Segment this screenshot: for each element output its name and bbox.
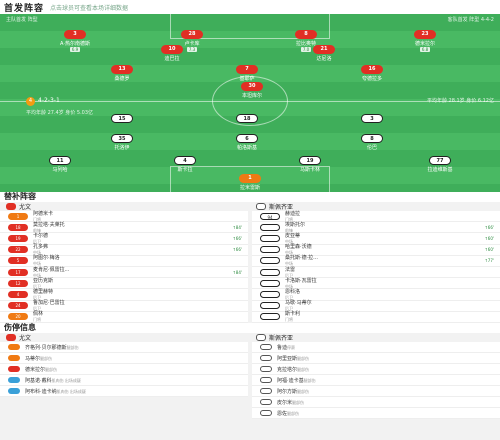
page-title: 首发阵容 bbox=[4, 3, 45, 14]
player-home-2[interactable]: 28 卢卡库 7.3 bbox=[162, 30, 222, 53]
injury-icon bbox=[260, 388, 272, 394]
injury-row[interactable]: 阿里亚斯腿部伤 bbox=[252, 353, 500, 364]
injury-away-team: 斯佩齐亚 bbox=[256, 333, 293, 342]
player-away-10[interactable]: 77 拉迪维斯基 bbox=[427, 156, 453, 173]
away-average-info: 平均年龄 28.1岁 身价 6.12亿 bbox=[426, 98, 494, 104]
injury-title: 伤停信息 bbox=[0, 323, 500, 333]
injury-row[interactable]: 德米拉尔腿部伤 bbox=[0, 364, 248, 375]
page-subtitle: 点击球员可查看本场详细数据 bbox=[50, 4, 129, 12]
injury-row[interactable]: 阿福·迪卡基腿部伤 bbox=[252, 375, 500, 386]
injury-row[interactable]: 马蒂尔腿部伤 bbox=[0, 353, 248, 364]
sub-row[interactable]: 1 阿德米卡 门将 bbox=[0, 211, 248, 223]
sub-row[interactable]: 19 卡尔德 后卫 ↑66' bbox=[0, 233, 248, 245]
injury-row[interactable]: 皮尔米腿部伤 bbox=[252, 397, 500, 408]
player-away-7[interactable]: 11 马列哈 bbox=[30, 156, 90, 173]
sub-row[interactable]: 24 鲁加尼·巴雷拉 后卫 bbox=[0, 300, 248, 312]
subs-away-team: 斯佩齐亚 bbox=[256, 202, 293, 211]
injury-row[interactable]: 阿尔方斯腿部伤 bbox=[252, 386, 500, 397]
sub-row[interactable]: 皮亚蒂 中场 ↑60' bbox=[252, 233, 500, 245]
penalty-box-bottom bbox=[170, 166, 330, 192]
sub-row[interactable]: 埃斯托尔 前锋 ↑66' bbox=[252, 222, 500, 234]
sub-row[interactable]: 恩科洛 后卫 bbox=[252, 289, 500, 301]
injury-icon bbox=[8, 366, 20, 372]
subs-home-team: 尤文 bbox=[6, 202, 31, 211]
home-team-info: 主队首发 阵型 bbox=[6, 17, 38, 23]
center-circle bbox=[212, 76, 288, 126]
injury-icon bbox=[260, 344, 272, 350]
injury-icon bbox=[260, 355, 272, 361]
sub-row[interactable]: 桑托斯·德·拉... 中场 ↑77' bbox=[252, 255, 500, 267]
sub-row[interactable]: 斯卡利 门将 bbox=[252, 311, 500, 323]
injury-home-list: 齐格列·贝尔那德斯腿部伤 马蒂尔腿部伤 德米拉尔腿部伤 阿基诺·戴科肌肉伤 出场… bbox=[0, 342, 248, 397]
player-away-1[interactable]: 35 托洛伊 bbox=[92, 134, 152, 151]
sub-row[interactable]: 17 麦肯尼·佩雷拉... 中场 ↑84' bbox=[0, 267, 248, 279]
home-team-logo-icon bbox=[6, 333, 16, 341]
sub-row[interactable]: 94 赫迪拉 门将 bbox=[252, 211, 500, 223]
section-header: 首发阵容 点击球员可查看本场详细数据 bbox=[0, 0, 500, 14]
home-formation: 4 4-2-3-1 bbox=[26, 97, 60, 106]
player-home-5[interactable]: 10 迪巴拉 bbox=[142, 45, 202, 62]
pitch: 主队首发 阵型 客队首发 阵型 4-4-2 4 4-2-3-1 平均年龄 27.4… bbox=[0, 14, 500, 192]
injury-row[interactable]: 鲁迪停赛 bbox=[252, 342, 500, 353]
sub-row[interactable]: 法雷 后卫 bbox=[252, 267, 500, 279]
injury-icon bbox=[8, 388, 20, 394]
player-home-7[interactable]: 13 桑德罗 bbox=[92, 65, 152, 82]
sub-row[interactable]: 哈里森·沃德 中场 ↑60' bbox=[252, 244, 500, 256]
injury-icon bbox=[260, 377, 272, 383]
sub-row[interactable]: 18 莫拉塔·夫莱托 前锋 ↑84' bbox=[0, 222, 248, 234]
player-home-8[interactable]: 7 基耶萨 bbox=[217, 65, 277, 82]
player-away-2[interactable]: 6 帕洛斯基 bbox=[236, 134, 258, 151]
injury-row[interactable]: 齐格列·贝尔那德斯腿部伤 bbox=[0, 342, 248, 353]
injury-row[interactable]: 阿基诺·戴科肌肉伤 出场成疑 bbox=[0, 375, 248, 386]
player-away-4[interactable]: 15 bbox=[92, 114, 152, 123]
away-team-info: 客队首发 阵型 4-4-2 bbox=[447, 17, 494, 23]
injury-icon bbox=[260, 399, 272, 405]
away-team-logo-icon bbox=[256, 333, 266, 341]
injury-icon bbox=[8, 377, 20, 383]
sub-row[interactable]: 4 德里赫特 后卫 bbox=[0, 289, 248, 301]
player-away-3[interactable]: 8 伦巴 bbox=[342, 134, 402, 151]
injury-icon bbox=[260, 410, 272, 416]
away-team-logo-icon bbox=[256, 202, 266, 210]
player-away-9[interactable]: 19 马斯卡林 bbox=[299, 156, 321, 173]
injury-icon bbox=[260, 366, 272, 372]
injury-icon bbox=[8, 344, 20, 350]
player-home-1[interactable]: 3 A·热尔南德斯 6.9 bbox=[59, 30, 90, 52]
player-home-10[interactable]: 30 本坦库尔 bbox=[241, 82, 263, 99]
sub-row[interactable]: 12 亚历克斯 后卫 bbox=[0, 278, 248, 290]
player-home-9[interactable]: 16 夸德拉多 bbox=[361, 65, 383, 82]
home-team-logo-icon bbox=[6, 202, 16, 210]
sub-row[interactable]: 卡洛斯·瓦雷拉 中场 bbox=[252, 278, 500, 290]
subs-title: 替补阵容 bbox=[0, 192, 500, 202]
injury-row[interactable]: 恩佐腿部伤 bbox=[252, 408, 500, 419]
player-home-3[interactable]: 8 拉比奥特 7.0 bbox=[295, 30, 317, 52]
subs-home-list: 1 阿德米卡 门将 18 莫拉塔·夫莱托 前锋 ↑84' 19 卡尔德 后卫 ↑66' 22 孔多… bbox=[0, 211, 248, 323]
injury-icon bbox=[8, 355, 20, 361]
subs-away-list: 94 赫迪拉 门将 埃斯托尔 前锋 ↑66' 皮亚蒂 中场 ↑60' 哈里森·沃德 中场 ↑60… bbox=[252, 211, 500, 323]
injury-row[interactable]: 阿布科·迪卡纳肌肉伤 出场成疑 bbox=[0, 386, 248, 397]
sub-row[interactable]: 22 孔多弗 中场 ↑66' bbox=[0, 244, 248, 256]
penalty-box-top bbox=[170, 14, 330, 39]
sub-row[interactable]: 20 佩林 门将 bbox=[0, 311, 248, 323]
sub-row[interactable]: 马歇·马蒂尔 后卫 bbox=[252, 300, 500, 312]
player-away-5[interactable]: 18 bbox=[217, 114, 277, 123]
player-home-4[interactable]: 23 德米拉尔 6.8 bbox=[414, 30, 436, 52]
player-away-goalkeeper[interactable]: 1 拉米雷斯 bbox=[239, 174, 261, 191]
player-away-8[interactable]: 4 斯卡拉 bbox=[155, 156, 215, 173]
player-away-6[interactable]: 3 bbox=[342, 114, 402, 123]
sub-row[interactable]: 5 阿图尔·梅洛 中场 bbox=[0, 255, 248, 267]
injury-row[interactable]: 克拉塔尔腿部伤 bbox=[252, 364, 500, 375]
injury-away-list: 鲁迪停赛 阿里亚斯腿部伤 克拉塔尔腿部伤 阿福·迪卡基腿部伤 阿尔方斯腿部伤 皮… bbox=[252, 342, 500, 419]
player-home-6[interactable]: 21 达尼洛 bbox=[294, 45, 354, 62]
injury-home-team: 尤文 bbox=[6, 333, 31, 342]
home-average-info: 平均年龄 27.4岁 身价 5.03亿 bbox=[26, 110, 94, 116]
